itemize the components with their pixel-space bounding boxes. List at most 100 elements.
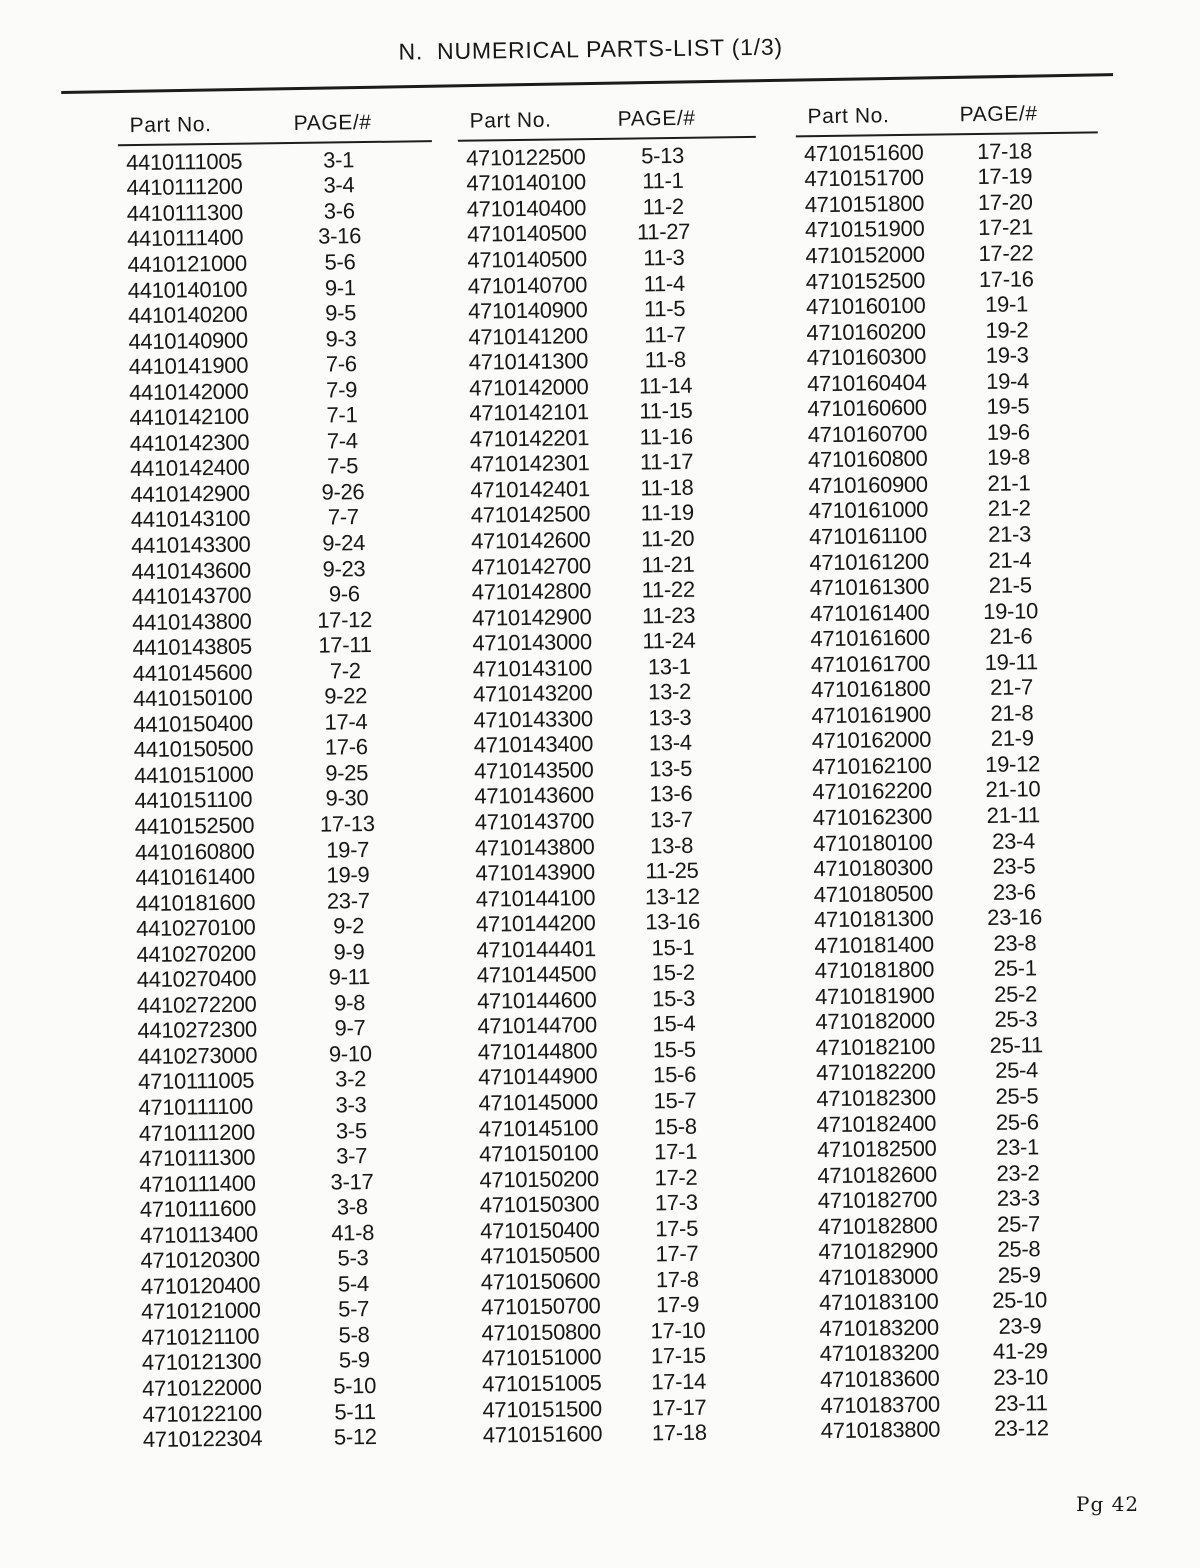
table-row: 4710143400 13-4 xyxy=(466,729,764,758)
page-ref-cell: 23-6 xyxy=(992,878,1036,905)
page-ref-cell: 17-9 xyxy=(656,1292,700,1318)
col-header-part-no: Part No. xyxy=(129,113,212,138)
part-no-cell: 4710142800 xyxy=(471,578,592,605)
col-header-page: PAGE/# xyxy=(293,110,372,135)
part-no-cell: 4710113400 xyxy=(140,1221,259,1248)
part-no-cell: 4710160800 xyxy=(807,446,928,473)
table-row: 4710161200 21-4 xyxy=(801,546,1103,575)
table-row: 4710183000 25-9 xyxy=(811,1261,1113,1290)
part-no-cell: 4710141200 xyxy=(468,322,588,350)
page-ref-cell: 17-14 xyxy=(651,1368,707,1395)
page-ref-cell: 9-3 xyxy=(325,325,357,352)
page-ref-cell: 9-9 xyxy=(333,938,365,965)
title-rule xyxy=(61,73,1114,94)
page-ref-cell: 11-27 xyxy=(636,219,691,245)
part-no-cell: 4710151900 xyxy=(804,216,925,243)
page-ref-cell: 5-7 xyxy=(338,1296,370,1322)
part-no-cell: 4710144200 xyxy=(475,910,596,937)
table-row: 4710122304 5-12 xyxy=(135,1423,449,1453)
parts-column-2: Part No. PAGE/# 4710122500 5-13 47101401… xyxy=(457,105,773,1449)
table-row: 4710143900 11-25 xyxy=(467,857,765,886)
page-ref-cell: 11-8 xyxy=(644,346,687,373)
table-row: 4710180300 23-5 xyxy=(805,853,1107,882)
part-no-cell: 4410151100 xyxy=(134,786,253,814)
part-no-cell: 4710143000 xyxy=(472,629,592,656)
part-no-cell: 4710151600 xyxy=(803,139,924,167)
table-row: 4710142600 11-20 xyxy=(463,525,761,554)
part-no-cell: 4710142101 xyxy=(469,399,589,426)
part-no-cell: 4410150500 xyxy=(133,735,254,763)
table-row: 4710142101 11-15 xyxy=(461,397,759,426)
part-no-cell: 4710143100 xyxy=(472,654,593,682)
table-row: 4710182000 25-3 xyxy=(807,1006,1109,1035)
table-row: 4710150300 17-3 xyxy=(472,1189,770,1218)
part-no-cell: 4710150700 xyxy=(480,1293,601,1320)
table-row: 4710160100 19-1 xyxy=(798,291,1100,320)
table-row: 4710161400 19-10 xyxy=(802,597,1104,626)
part-no-cell: 4410272300 xyxy=(137,1016,258,1044)
table-row: 4710140700 11-4 xyxy=(460,270,758,299)
table-row: 4710143800 13-8 xyxy=(467,832,765,861)
part-no-cell: 4710140500 xyxy=(466,220,587,248)
table-row: 4710140900 11-5 xyxy=(460,295,758,324)
parts-table: Part No. PAGE/# 4410111005 3-1 441011120… xyxy=(0,100,1200,1476)
part-no-cell: 4710142500 xyxy=(470,501,591,529)
page-ref-cell: 5-8 xyxy=(338,1321,370,1348)
page-ref-cell: 5-6 xyxy=(324,249,356,275)
part-no-cell: 4710120300 xyxy=(140,1246,261,1274)
table-row: 4710160800 19-8 xyxy=(800,444,1102,473)
page-ref-cell: 25-2 xyxy=(994,981,1038,1007)
table-row: 4710141300 11-8 xyxy=(461,346,759,375)
part-no-cell: 4710111400 xyxy=(139,1170,256,1197)
page-ref-cell: 15-7 xyxy=(653,1087,697,1114)
page-ref-cell: 5-12 xyxy=(333,1424,377,1450)
part-no-cell: 4710161600 xyxy=(810,624,930,652)
part-no-cell: 4710183700 xyxy=(820,1391,940,1418)
table-row: 4710161600 21-6 xyxy=(802,623,1104,652)
page-ref-cell: 23-10 xyxy=(993,1364,1049,1390)
part-no-cell: 4710142201 xyxy=(469,424,590,452)
table-row: 4710142401 11-18 xyxy=(462,474,760,503)
table-row: 4710122500 5-13 xyxy=(458,142,756,171)
page-number: Pg 42 xyxy=(1076,1492,1140,1516)
part-no-cell: 4710140100 xyxy=(466,169,586,197)
part-no-cell: 4410272200 xyxy=(137,991,257,1018)
page-ref-cell: 9-6 xyxy=(328,581,360,607)
page-ref-cell: 11-24 xyxy=(642,627,696,654)
page-ref-cell: 3-8 xyxy=(336,1194,368,1220)
page-ref-cell: 9-23 xyxy=(322,555,366,582)
page-ref-cell: 19-12 xyxy=(985,751,1041,777)
page-ref-cell: 19-9 xyxy=(326,862,370,888)
page-ref-cell: 5-4 xyxy=(337,1270,369,1297)
table-row: 4710143200 13-2 xyxy=(465,678,763,707)
page-ref-cell: 19-11 xyxy=(984,648,1038,675)
table-row: 4710183200 23-9 xyxy=(811,1312,1113,1341)
part-no-cell: 4410143600 xyxy=(131,557,252,584)
page-ref-cell: 9-2 xyxy=(333,913,365,939)
part-no-cell: 4710182900 xyxy=(818,1237,938,1265)
table-row: 4710161800 21-7 xyxy=(803,674,1105,703)
page-ref-cell: 9-25 xyxy=(325,759,369,786)
page-ref-cell: 9-11 xyxy=(328,964,371,990)
table-row: 4710182500 23-1 xyxy=(809,1134,1111,1163)
part-no-cell: 4710182700 xyxy=(817,1186,938,1214)
table-row: 4710152000 17-22 xyxy=(797,240,1099,269)
table-row: 4710151000 17-15 xyxy=(474,1343,772,1372)
parts-column-1: Part No. PAGE/# 4410111005 3-1 441011120… xyxy=(117,110,449,1453)
part-no-cell: 4710142000 xyxy=(468,373,589,401)
page-ref-cell: 21-8 xyxy=(990,700,1034,726)
page-ref-cell: 11-2 xyxy=(642,193,685,220)
part-no-cell: 4710161700 xyxy=(810,650,931,677)
part-no-cell: 4710140900 xyxy=(467,297,588,324)
page-ref-cell: 17-13 xyxy=(319,810,375,837)
part-no-cell: 4710183600 xyxy=(819,1365,940,1393)
part-no-cell: 4410111400 xyxy=(126,225,244,252)
page-ref-cell: 17-11 xyxy=(318,632,372,658)
table-row: 4710182300 25-5 xyxy=(808,1083,1110,1112)
table-row: 4710140500 11-27 xyxy=(459,219,757,248)
page-title: N. NUMERICAL PARTS-LIST (1/3) xyxy=(0,28,1191,71)
page-ref-cell: 17-10 xyxy=(650,1317,706,1344)
page-ref-cell: 5-10 xyxy=(333,1373,377,1399)
part-no-cell: 4410143100 xyxy=(130,505,251,533)
